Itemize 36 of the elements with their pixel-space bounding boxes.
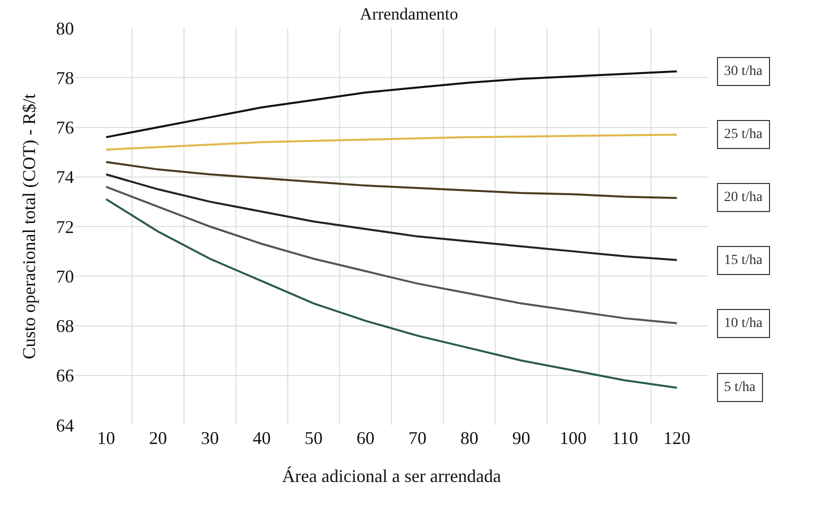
x-tick-label: 30 <box>200 428 219 448</box>
line-series <box>105 160 678 199</box>
y-tick-label: 70 <box>56 266 74 286</box>
x-tick-label: 100 <box>560 428 587 448</box>
text: 5 t/ha <box>724 380 756 395</box>
y-tick-label: 68 <box>56 316 74 336</box>
y-tick-label: 66 <box>56 366 74 386</box>
y-tick-label: 64 <box>56 415 74 436</box>
x-tick-label: 60 <box>356 428 375 448</box>
x-tick-label: 110 <box>612 428 638 448</box>
chart-title: Arrendamento <box>360 4 458 24</box>
x-tick-label: 40 <box>252 428 271 448</box>
y-axis-title: Custo operacional total (COT) - R$/t <box>19 94 40 360</box>
line-series <box>105 198 678 389</box>
line-series <box>105 134 678 151</box>
x-tick-label: 50 <box>304 428 323 448</box>
text: 15 t/ha <box>724 253 764 268</box>
x-axis-title: Área adicional a ser arrendada <box>282 466 501 486</box>
line-series <box>105 173 678 261</box>
text: 25 t/ha <box>724 127 764 142</box>
x-tick-label: 120 <box>663 428 690 448</box>
line-series <box>105 70 678 138</box>
y-tick-label: 78 <box>56 68 74 88</box>
text: 30 t/ha <box>724 64 764 79</box>
y-tick-label: 76 <box>56 118 74 138</box>
x-tick-label: 80 <box>460 428 478 448</box>
y-tick-label: 80 <box>56 18 74 38</box>
x-tick-label: 90 <box>512 428 530 448</box>
y-tick-label: 72 <box>56 216 74 237</box>
x-tick-label: 70 <box>408 428 426 448</box>
x-tick-label: 10 <box>97 428 116 448</box>
line-series <box>105 186 678 324</box>
text: 10 t/ha <box>724 316 764 331</box>
x-tick-label: 20 <box>149 428 168 448</box>
text: 20 t/ha <box>724 190 764 205</box>
y-tick-label: 74 <box>56 167 74 188</box>
